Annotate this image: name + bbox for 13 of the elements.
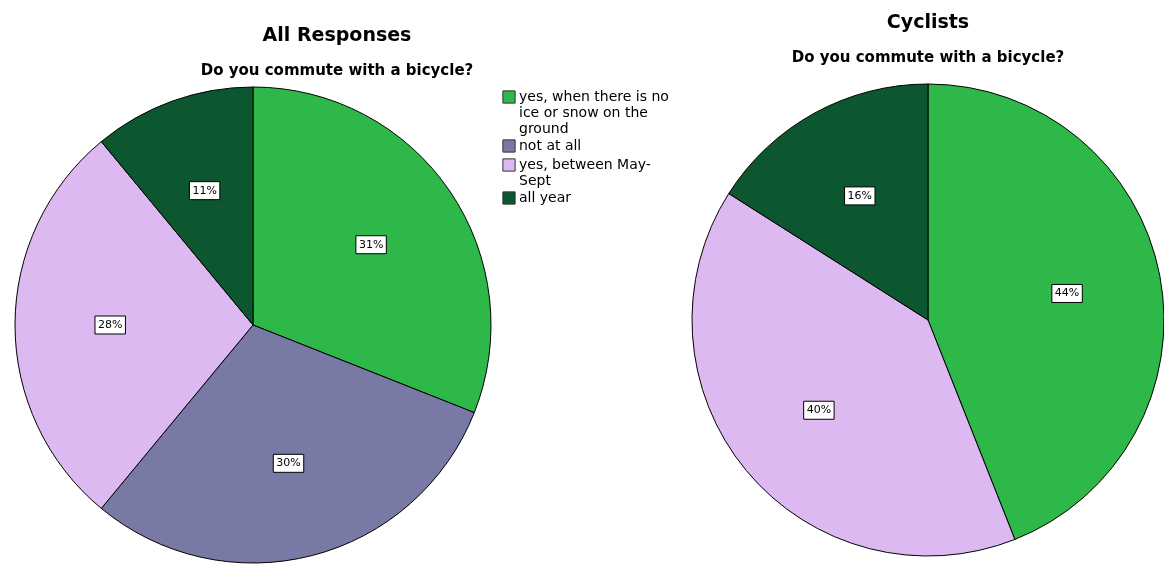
chart-subtitle: Do you commute with a bicycle?: [200, 61, 474, 79]
data-label: 16%: [847, 188, 873, 202]
data-label: 30%: [276, 456, 301, 470]
data-label: 28%: [97, 318, 123, 331]
chart-subtitle: Do you commute with a bicycle?: [791, 48, 1065, 66]
data-label: 40%: [806, 403, 832, 417]
legend-label: all year: [519, 189, 572, 205]
legend-label: not at all: [519, 137, 582, 153]
data-label: 31%: [358, 237, 384, 251]
chart-title: Cyclists: [886, 10, 970, 32]
chart-title: All Responses: [262, 23, 412, 45]
data-label: 44%: [1054, 286, 1080, 300]
data-label: 11%: [192, 183, 217, 197]
